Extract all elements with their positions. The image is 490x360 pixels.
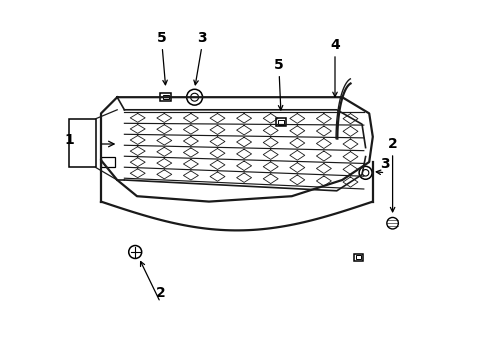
Text: 3: 3 <box>197 31 207 45</box>
Text: 5: 5 <box>274 58 284 72</box>
Text: 5: 5 <box>157 31 167 45</box>
Bar <box>356 256 361 259</box>
Text: 1: 1 <box>65 134 74 147</box>
Bar <box>101 157 116 167</box>
Bar <box>163 95 169 99</box>
Text: 4: 4 <box>330 38 340 52</box>
Bar <box>278 120 284 125</box>
Text: 2: 2 <box>388 137 397 151</box>
Text: 2: 2 <box>155 287 165 300</box>
Text: 3: 3 <box>381 157 390 171</box>
Bar <box>275 118 286 126</box>
Bar <box>160 93 171 101</box>
Bar <box>69 119 96 167</box>
Bar <box>354 254 363 261</box>
